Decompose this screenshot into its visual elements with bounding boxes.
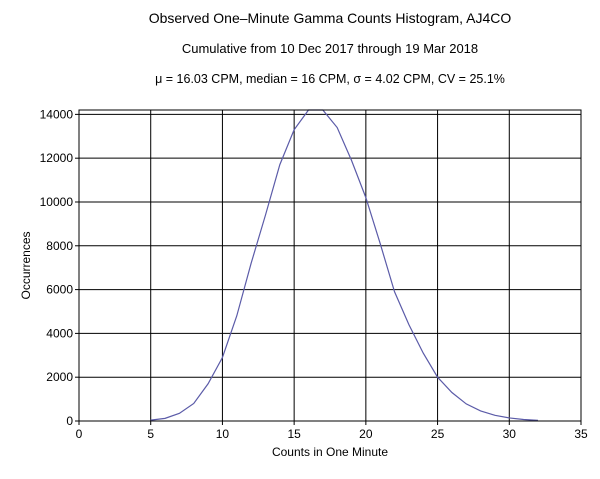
chart-stats: μ = 16.03 CPM, median = 16 CPM, σ = 4.02… [155,72,505,86]
y-tick-label: 12000 [40,151,74,165]
x-tick-label: 25 [431,427,445,441]
y-tick-label: 2000 [46,370,73,384]
y-axis-label: Occurrences [19,231,33,299]
x-tick-label: 10 [216,427,230,441]
x-tick-label: 20 [359,427,373,441]
y-tick-label: 14000 [40,107,74,121]
x-axis-label: Counts in One Minute [272,445,388,459]
x-tick-label: 0 [76,427,83,441]
x-tick-label: 30 [503,427,517,441]
y-tick-label: 0 [66,414,73,428]
series-layer [150,109,539,421]
grid [79,110,581,421]
x-tick-label: 35 [574,427,588,441]
series-line [150,109,539,421]
chart-subtitle: Cumulative from 10 Dec 2017 through 19 M… [181,41,479,56]
y-tick-label: 6000 [46,283,73,297]
chart-title: Observed One–Minute Gamma Counts Histogr… [148,10,512,26]
y-tick-label: 10000 [40,195,74,209]
x-tick-label: 5 [147,427,154,441]
plot-frame [78,109,582,422]
x-tick-label: 15 [287,427,301,441]
y-tick-label: 4000 [46,326,73,340]
y-tick-label: 8000 [46,239,73,253]
ticks: 0 5 10 15 20 25 30 35 0 2000 4000 6000 8000 10000 1200… [40,107,588,441]
